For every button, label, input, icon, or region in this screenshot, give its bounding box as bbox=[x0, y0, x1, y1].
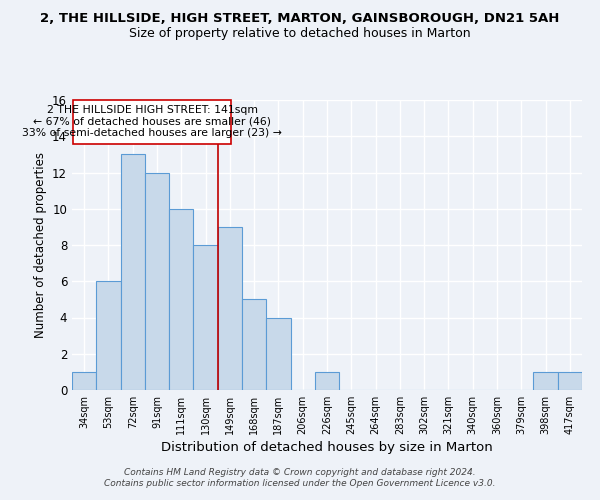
Bar bbox=[121, 154, 145, 390]
Bar bbox=[242, 300, 266, 390]
Text: 2, THE HILLSIDE, HIGH STREET, MARTON, GAINSBOROUGH, DN21 5AH: 2, THE HILLSIDE, HIGH STREET, MARTON, GA… bbox=[40, 12, 560, 26]
Text: 2 THE HILLSIDE HIGH STREET: 141sqm
← 67% of detached houses are smaller (46)
33%: 2 THE HILLSIDE HIGH STREET: 141sqm ← 67%… bbox=[22, 105, 282, 138]
Bar bbox=[72, 372, 96, 390]
Bar bbox=[169, 209, 193, 390]
Bar bbox=[558, 372, 582, 390]
Bar bbox=[266, 318, 290, 390]
Bar bbox=[315, 372, 339, 390]
Text: Contains HM Land Registry data © Crown copyright and database right 2024.
Contai: Contains HM Land Registry data © Crown c… bbox=[104, 468, 496, 487]
Bar bbox=[145, 172, 169, 390]
FancyBboxPatch shape bbox=[73, 100, 231, 144]
Text: Size of property relative to detached houses in Marton: Size of property relative to detached ho… bbox=[129, 28, 471, 40]
Bar bbox=[218, 227, 242, 390]
Bar bbox=[96, 281, 121, 390]
Y-axis label: Number of detached properties: Number of detached properties bbox=[34, 152, 47, 338]
X-axis label: Distribution of detached houses by size in Marton: Distribution of detached houses by size … bbox=[161, 441, 493, 454]
Bar bbox=[533, 372, 558, 390]
Bar bbox=[193, 245, 218, 390]
